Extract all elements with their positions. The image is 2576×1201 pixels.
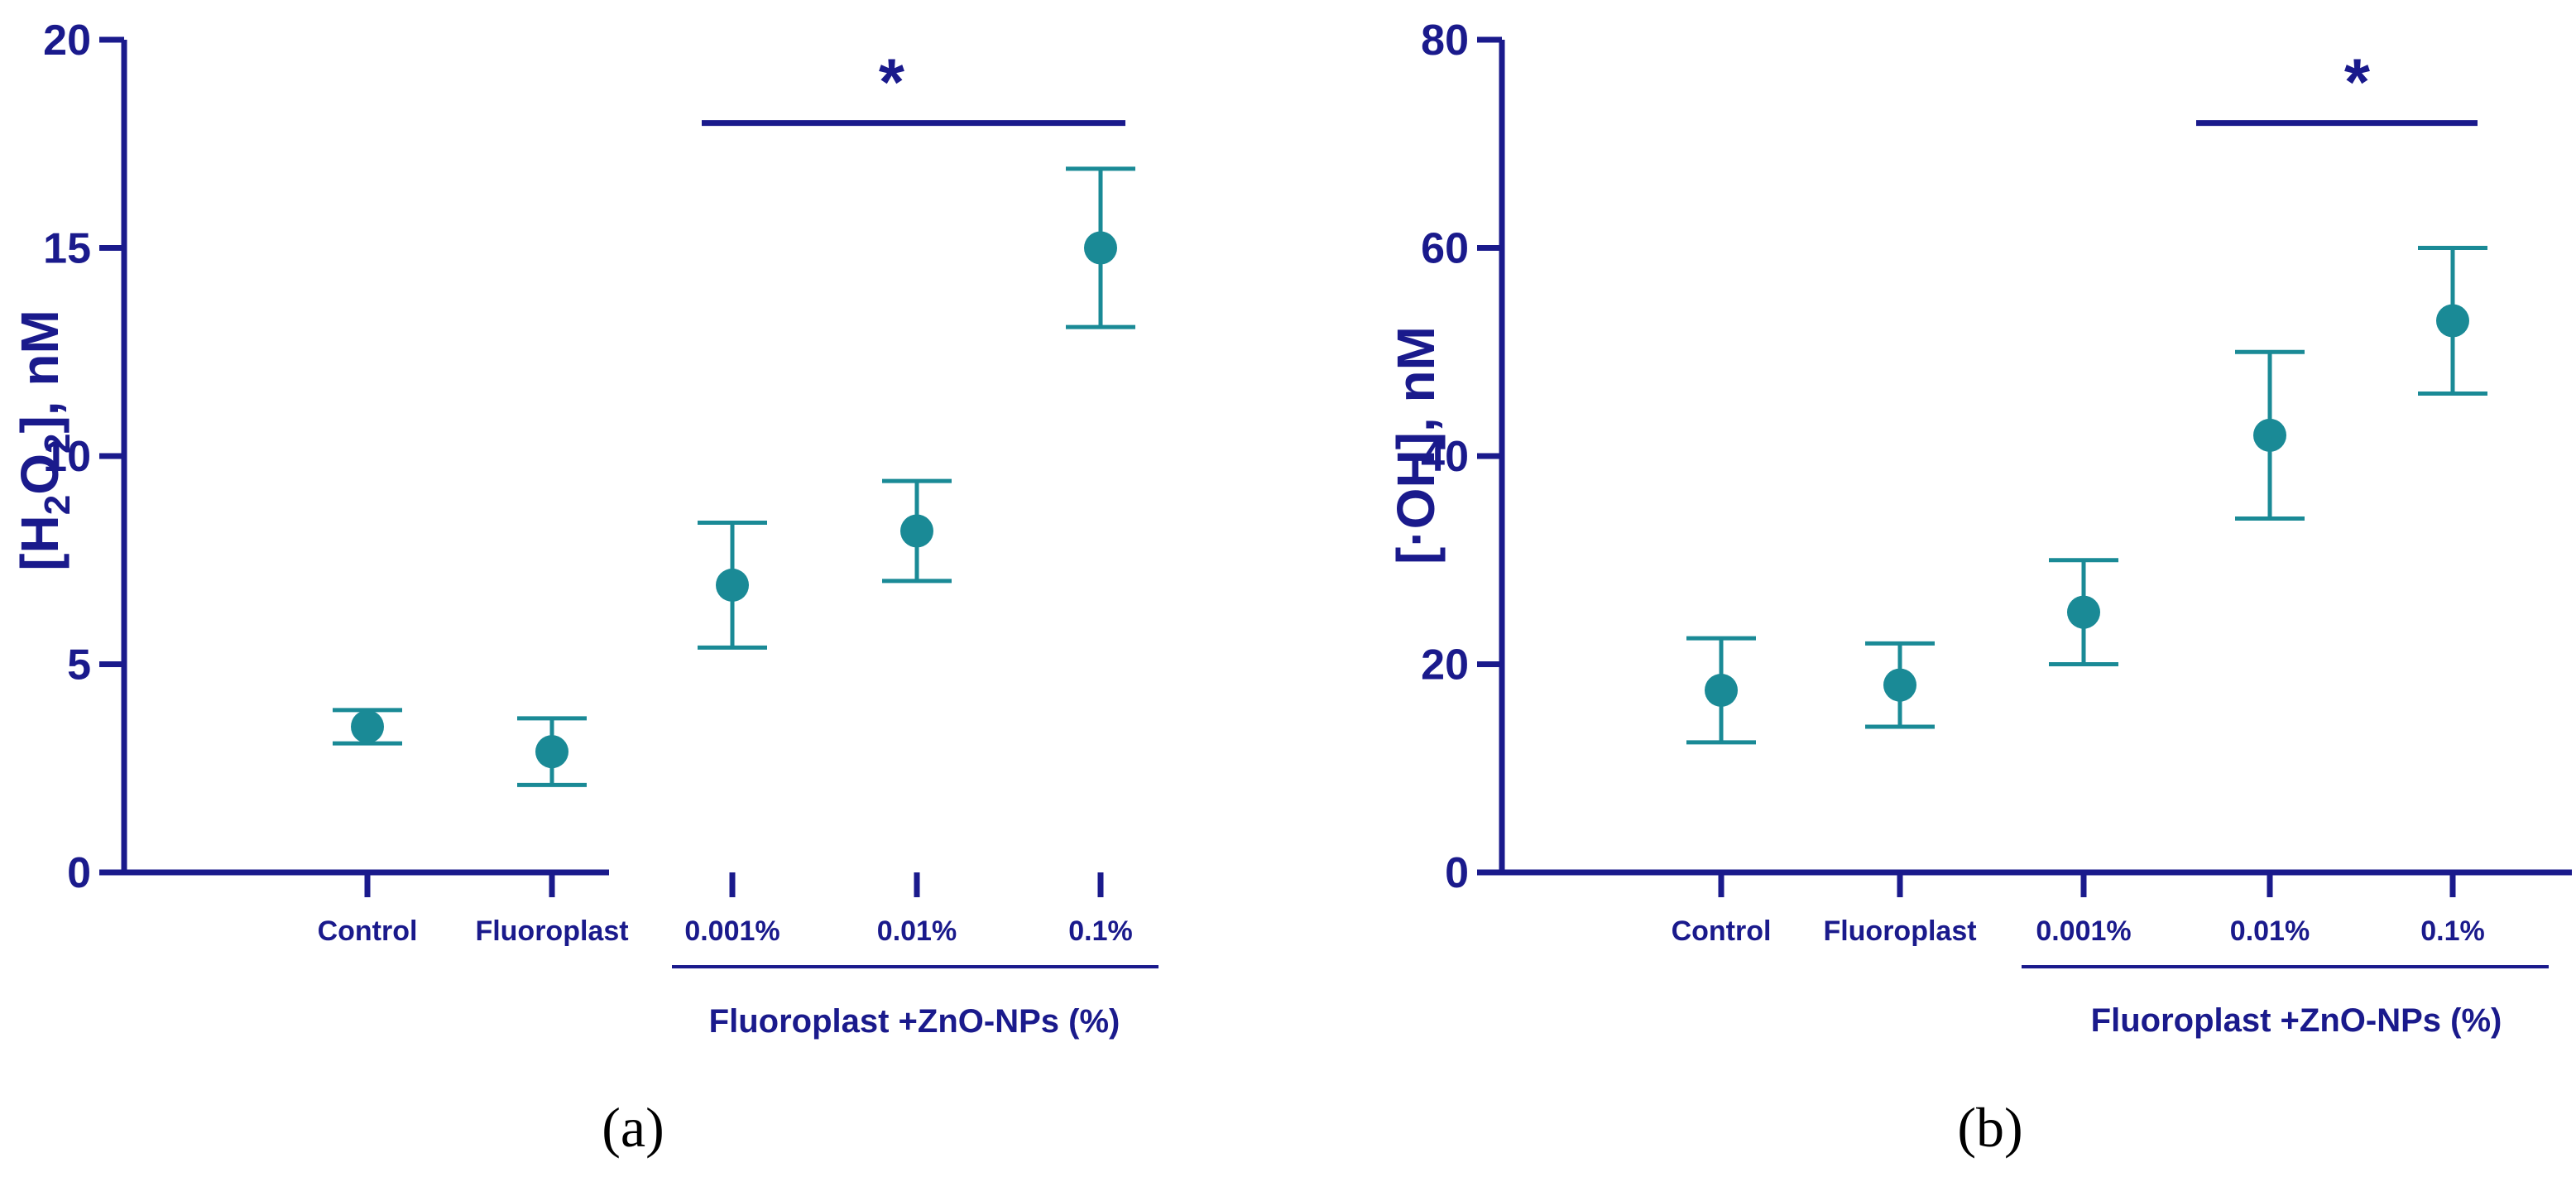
data-point	[1883, 668, 1916, 702]
x-tick-label: Control	[1672, 915, 1772, 947]
chart-panel-a: 0 5 10 15 20 Control Fluoroplast 0.001% 0.01% 0.1…	[10, 17, 1158, 1159]
data-point	[2067, 595, 2100, 629]
x-tick-label: 0.01%	[2230, 915, 2310, 947]
y-tick-label: 15	[43, 225, 91, 273]
x-tick-label: 0.001%	[2036, 915, 2131, 947]
x-tick-label: Fluoroplast	[1823, 915, 1976, 947]
x-tick-label: Fluoroplast	[475, 915, 628, 947]
x-tick-label: Control	[318, 915, 418, 947]
y-tick-label: 0	[1445, 849, 1469, 897]
y-tick-label: 10	[43, 433, 91, 481]
x-tick-label: 0.1%	[2420, 915, 2485, 947]
data-point	[535, 735, 568, 769]
y-tick-label: 5	[67, 641, 91, 689]
significance-star: *	[2344, 46, 2371, 119]
significance-star: *	[879, 46, 905, 119]
x-tick-label: 0.001%	[684, 915, 780, 947]
y-tick-label: 40	[1421, 433, 1469, 481]
data-point	[351, 709, 384, 743]
data-point	[716, 568, 749, 602]
y-tick-label: 80	[1421, 17, 1469, 65]
y-tick-label: 60	[1421, 225, 1469, 273]
y-tick-label: 20	[43, 17, 91, 65]
data-point	[1705, 673, 1738, 707]
x-tick-label: 0.1%	[1068, 915, 1133, 947]
chart-a-marks: 0 5 10 15 20 Control Fluoroplast 0.001% 0.01% 0.1…	[43, 17, 1158, 968]
chart-b-group-label: Fluoroplast +ZnO-NPs (%)	[2091, 1002, 2502, 1039]
y-tick-label: 20	[1421, 641, 1469, 689]
data-point	[1084, 231, 1117, 265]
chart-b-marks: 0 20 40 60 80 Control Fluoroplast 0.001% 0.01% 0.…	[1421, 17, 2572, 968]
chart-panel-b: 0 20 40 60 80 Control Fluoroplast 0.001% 0.01% 0.…	[1386, 17, 2572, 1159]
chart-a-group-label: Fluoroplast +ZnO-NPs (%)	[709, 1003, 1120, 1040]
data-point	[2436, 304, 2469, 338]
chart-a-ylabel: [H2O2], nM	[10, 310, 78, 571]
panel-label-b: (b)	[1957, 1096, 2022, 1159]
panel-label-a: (a)	[602, 1096, 664, 1159]
data-point	[2253, 418, 2286, 452]
chart-b-ylabel: [·OH], nM	[1386, 326, 1446, 564]
y-tick-label: 0	[67, 849, 91, 897]
x-tick-label: 0.01%	[877, 915, 957, 947]
data-point	[900, 514, 933, 548]
